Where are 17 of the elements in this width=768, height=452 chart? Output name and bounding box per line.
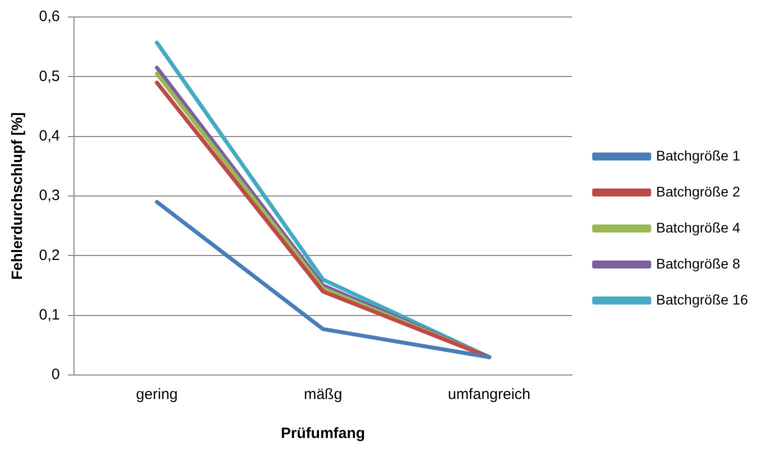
y-tick-label: 0,4 [38,127,60,144]
y-tick-label: 0,3 [38,187,60,204]
legend-label: Batchgröße 4 [656,219,740,236]
x-axis-title: Prüfumfang [280,425,366,442]
y-tick-label: 0,2 [38,246,60,264]
legend-label: Batchgröße 8 [656,255,740,272]
legend-label: Batchgröße 2 [656,183,740,200]
y-tick-label: 0,5 [38,68,60,85]
legend-label: Batchgröße 16 [656,291,748,308]
x-tick-label: umfangreich [448,386,530,404]
x-tick-label: mäßg [304,386,342,404]
y-tick-label: 0,1 [38,306,60,324]
legend-label: Batchgröße 1 [656,147,740,164]
y-tick-label: 0,6 [38,8,60,26]
x-tick-label: gering [136,386,178,404]
y-tick-label: 0 [52,366,60,384]
y-axis-title: Fehlerdurchschlupf [%] [9,112,26,280]
